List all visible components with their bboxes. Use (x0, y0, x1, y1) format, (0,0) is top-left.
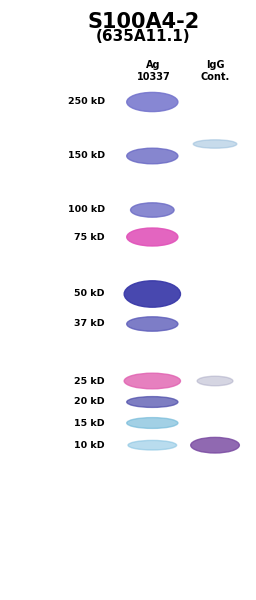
Text: 10 kD: 10 kD (74, 440, 105, 450)
Ellipse shape (127, 317, 178, 331)
Ellipse shape (127, 397, 178, 407)
Text: 150 kD: 150 kD (68, 151, 105, 160)
Text: Ag
10337: Ag 10337 (137, 60, 170, 82)
Ellipse shape (124, 373, 180, 389)
Ellipse shape (127, 148, 178, 164)
Ellipse shape (127, 418, 178, 428)
Ellipse shape (197, 376, 233, 386)
Text: (635A11.1): (635A11.1) (96, 29, 191, 44)
Ellipse shape (131, 203, 174, 217)
Text: 50 kD: 50 kD (74, 289, 105, 298)
Text: 15 kD: 15 kD (74, 419, 105, 427)
Ellipse shape (191, 437, 239, 453)
Text: S100A4-2: S100A4-2 (87, 12, 199, 32)
Text: 20 kD: 20 kD (74, 397, 105, 407)
Ellipse shape (127, 92, 178, 112)
Ellipse shape (193, 140, 237, 148)
Ellipse shape (127, 228, 178, 246)
Text: 75 kD: 75 kD (74, 232, 105, 241)
Text: 100 kD: 100 kD (68, 205, 105, 214)
Text: 25 kD: 25 kD (74, 377, 105, 385)
Text: IgG
Cont.: IgG Cont. (200, 60, 230, 82)
Text: 37 kD: 37 kD (74, 319, 105, 329)
Ellipse shape (124, 281, 180, 307)
Ellipse shape (128, 440, 177, 450)
Text: 250 kD: 250 kD (68, 97, 105, 107)
